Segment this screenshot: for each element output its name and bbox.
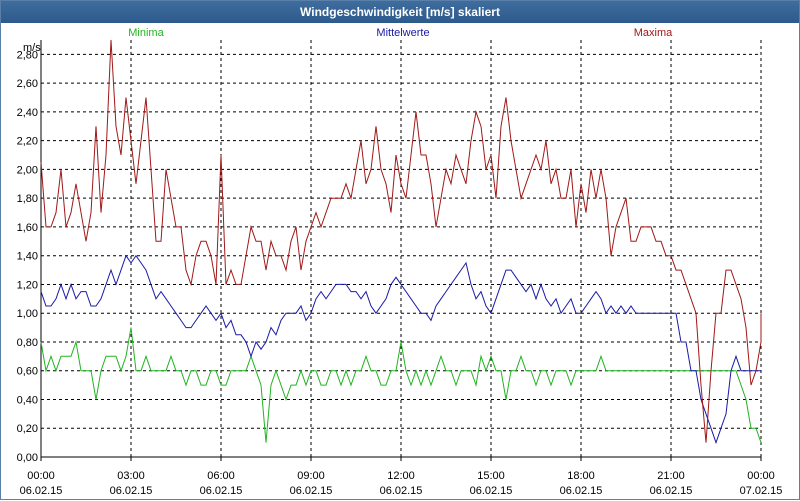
x-tick-date: 06.02.15 bbox=[20, 485, 63, 497]
y-tick-label: 1,80 bbox=[17, 193, 38, 205]
y-tick-label: 1,00 bbox=[17, 308, 38, 320]
y-tick-label: 0,20 bbox=[17, 423, 38, 435]
x-tick-date: 06.02.15 bbox=[200, 485, 243, 497]
x-tick-time: 00:00 bbox=[747, 470, 775, 482]
x-tick-time: 00:00 bbox=[27, 470, 55, 482]
grid bbox=[40, 40, 762, 461]
legend-mittelwerte: Mittelwerte bbox=[376, 27, 429, 39]
x-tick-date: 06.02.15 bbox=[650, 485, 693, 497]
axis-ticks: 0,00 0,20 0,40 0,60 0,80 1,00 1,20 1,40 1,60 1,80… bbox=[17, 49, 783, 497]
x-tick-date: 06.02.15 bbox=[470, 485, 513, 497]
x-tick-date: 06.02.15 bbox=[560, 485, 603, 497]
x-tick-date: 07.02.15 bbox=[740, 485, 783, 497]
y-tick-label: 2,40 bbox=[17, 107, 38, 119]
series-line-mittelwerte bbox=[40, 254, 761, 445]
y-tick-label: 2,80 bbox=[17, 49, 38, 61]
y-tick-label: 1,20 bbox=[17, 279, 38, 291]
series-line-minima bbox=[40, 327, 762, 443]
legend: Minima Mittelwerte Maxima bbox=[128, 27, 673, 39]
x-tick-time: 06:00 bbox=[207, 470, 235, 482]
series-line-maxima bbox=[40, 39, 762, 443]
y-tick-label: 1,40 bbox=[17, 251, 38, 263]
x-tick-time: 15:00 bbox=[477, 470, 505, 482]
x-tick-time: 18:00 bbox=[567, 470, 595, 482]
legend-maxima: Maxima bbox=[634, 27, 673, 39]
legend-minima: Minima bbox=[128, 27, 164, 39]
y-axis-label: m/s bbox=[23, 42, 41, 54]
x-tick-date: 06.02.15 bbox=[380, 485, 423, 497]
y-tick-label: 0,80 bbox=[17, 337, 38, 349]
y-tick-label: 1,60 bbox=[17, 222, 38, 234]
x-tick-time: 03:00 bbox=[117, 470, 145, 482]
y-tick-label: 2,20 bbox=[17, 136, 38, 148]
x-tick-time: 09:00 bbox=[297, 470, 325, 482]
y-tick-label: 2,60 bbox=[17, 78, 38, 90]
x-tick-time: 12:00 bbox=[387, 470, 415, 482]
x-tick-time: 21:00 bbox=[657, 470, 685, 482]
y-tick-label: 2,00 bbox=[17, 164, 38, 176]
x-tick-date: 06.02.15 bbox=[290, 485, 333, 497]
y-tick-label: 0,00 bbox=[17, 452, 38, 464]
y-tick-label: 0,40 bbox=[17, 394, 38, 406]
y-tick-label: 0,60 bbox=[17, 366, 38, 378]
chart-title: Windgeschwindigkeit [m/s] skaliert bbox=[1, 1, 799, 23]
series-lines bbox=[40, 39, 762, 445]
x-tick-date: 06.02.15 bbox=[110, 485, 153, 497]
